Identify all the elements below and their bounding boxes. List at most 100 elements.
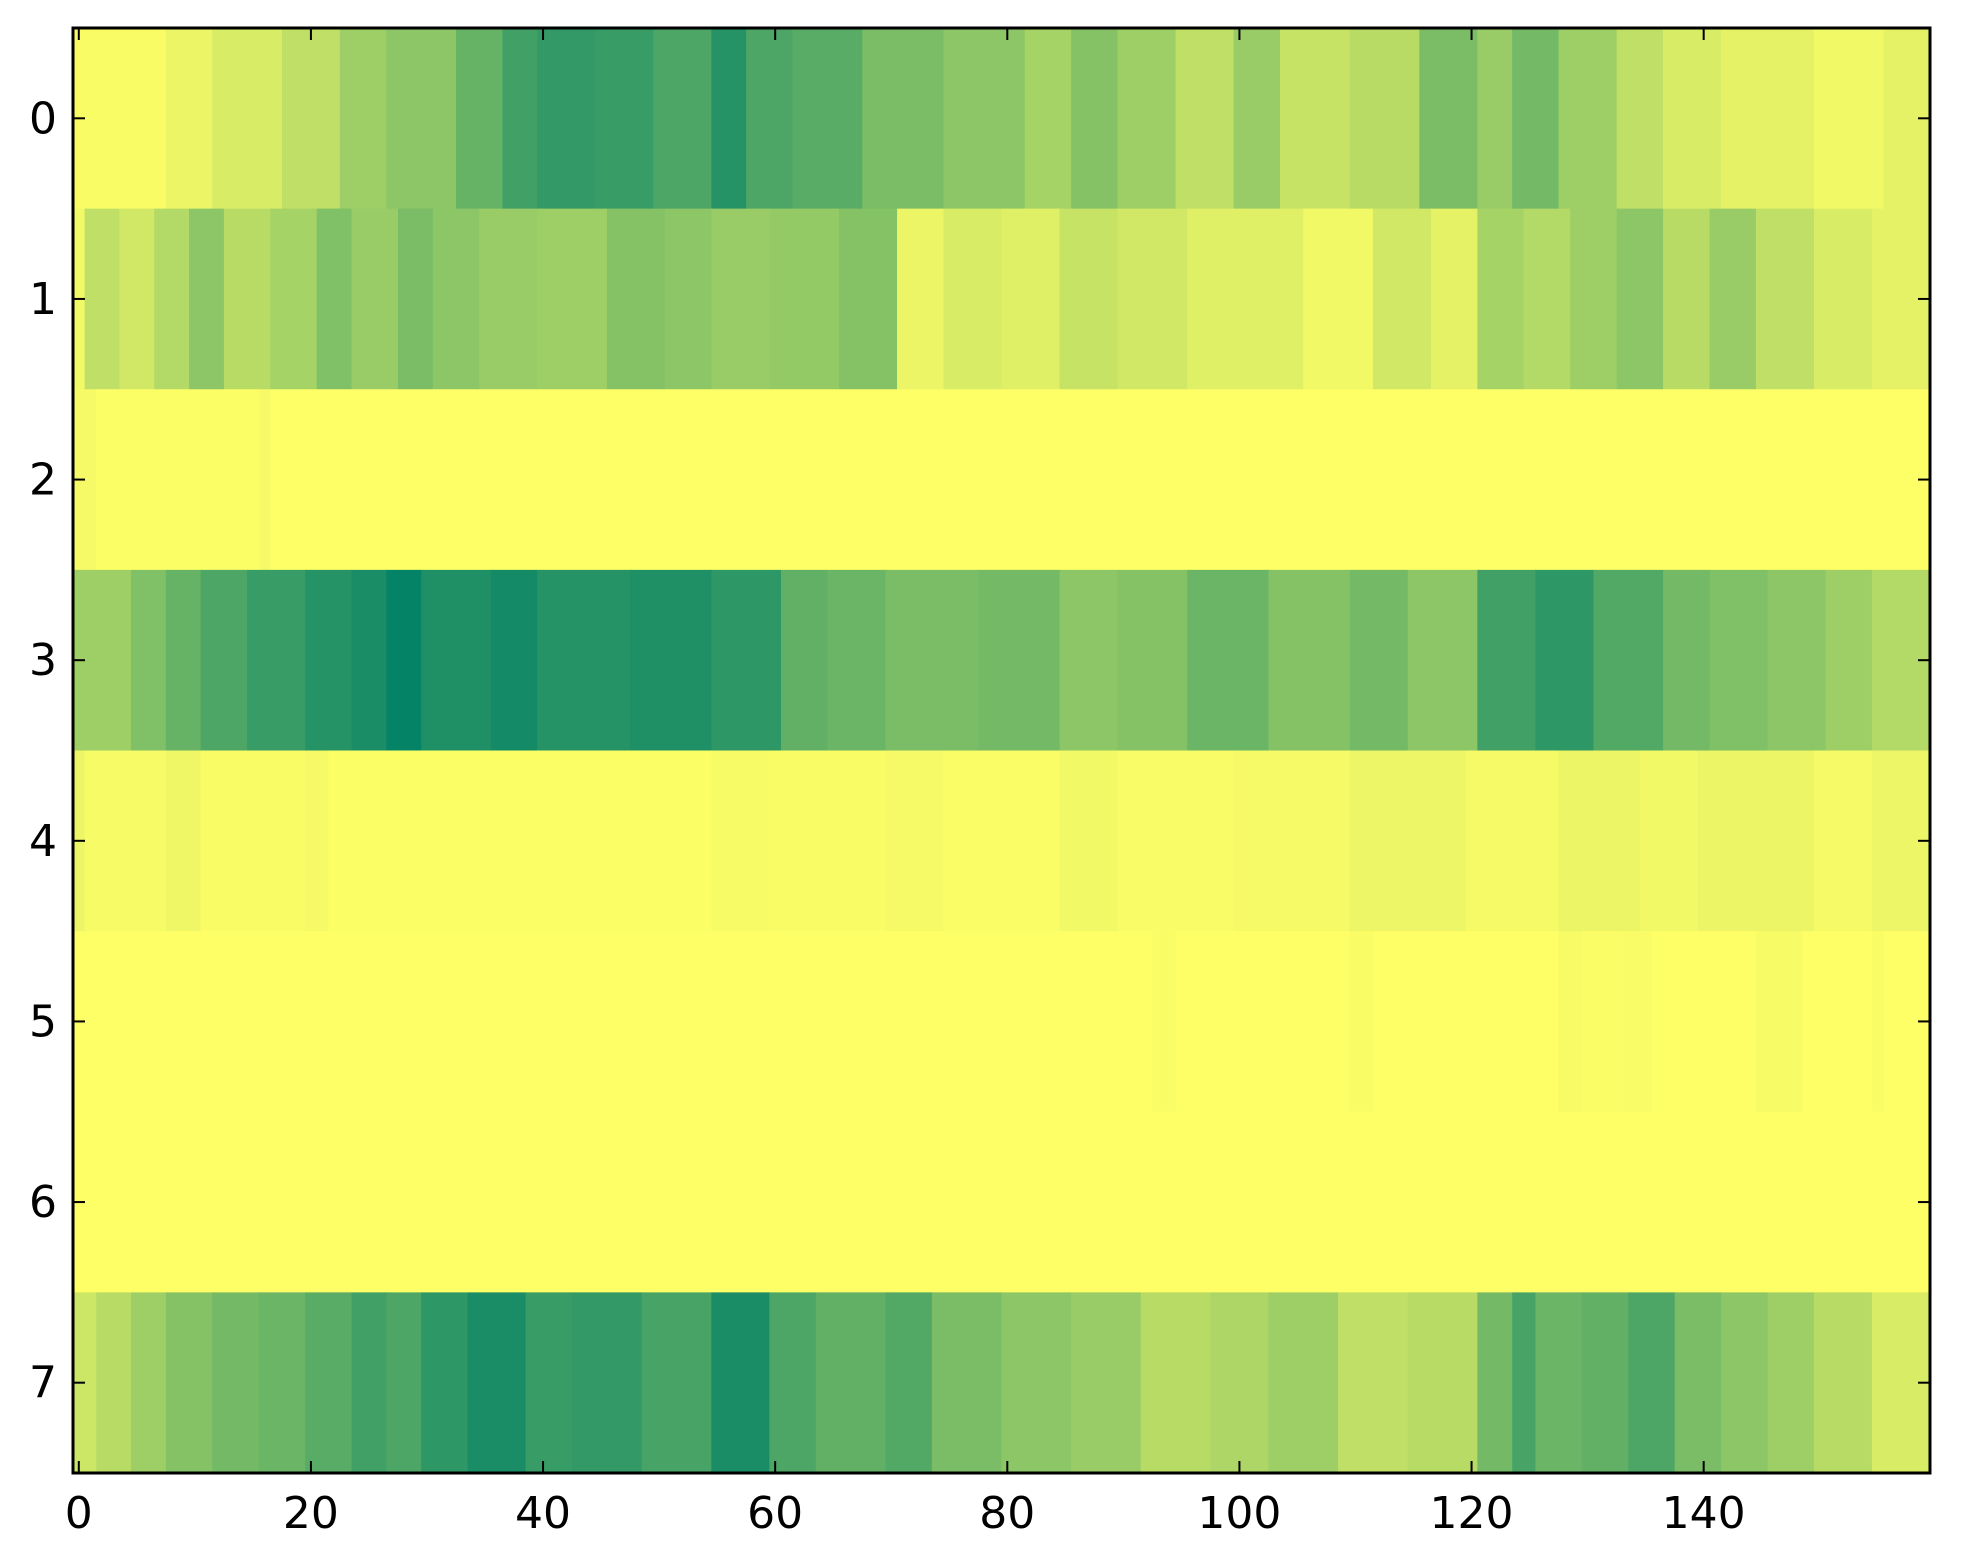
heatmap-cell-row-5-col-130 — [1581, 931, 1618, 1113]
heatmap-cell-row-0-col-45 — [595, 28, 654, 210]
y-axis-tick-labels: 0 1 2 3 4 5 6 7 — [29, 93, 57, 1408]
heatmap-cell-row-3-col-15 — [247, 569, 306, 752]
heatmap-cell-row-7-col-5 — [131, 1292, 167, 1474]
y-tick-label-3: 3 — [29, 635, 57, 686]
y-tick-label-7: 7 — [29, 1358, 57, 1409]
heatmap-cell-row-0-col-0 — [73, 28, 167, 210]
heatmap-cell-row-3-col-141 — [1709, 569, 1769, 752]
heatmap-cell-row-1-col-75 — [943, 208, 1003, 390]
heatmap-cell-row-3-col-110 — [1349, 569, 1409, 752]
heatmap-cell-row-7-col-64 — [815, 1292, 887, 1474]
heatmap-cell-row-4-col-75 — [943, 750, 1061, 932]
heatmap-cell-row-3-col-90 — [1117, 569, 1188, 752]
y-tick-label-0: 0 — [29, 93, 57, 144]
heatmap-cell-row-4-col-55 — [711, 750, 770, 932]
x-tick-label-120: 120 — [1430, 1488, 1514, 1539]
heatmap-cell-row-3-col-65 — [827, 569, 887, 752]
heatmap-cell-row-1-col-145 — [1755, 208, 1815, 390]
heatmap-cell-row-0-col-95 — [1175, 28, 1235, 210]
heatmap-cell-row-7-col-124 — [1512, 1292, 1536, 1474]
y-tick-label-5: 5 — [29, 996, 57, 1047]
heatmap-cells — [73, 28, 1931, 1474]
heatmap-cell-row-1-col-7 — [154, 208, 190, 390]
heatmap-cell-row-7-col-138 — [1674, 1292, 1722, 1474]
heatmap-cell-row-5-col-0 — [73, 931, 1153, 1113]
heatmap-cell-row-3-col-103 — [1268, 569, 1351, 752]
heatmap-cell-row-1-col-46 — [606, 208, 666, 390]
x-tick-label-40: 40 — [515, 1488, 571, 1539]
heatmap-cell-row-2-col-2 — [96, 389, 260, 571]
heatmap-cell-row-0-col-128 — [1558, 28, 1618, 210]
heatmap-cell-row-1-col-51 — [664, 208, 712, 390]
heatmap-cell-row-4-col-135 — [1639, 750, 1699, 932]
heatmap-cell-row-3-col-137 — [1663, 569, 1711, 752]
heatmap-cell-row-4-col-100 — [1233, 750, 1351, 932]
heatmap-cell-row-0-col-116 — [1419, 28, 1478, 210]
heatmap-cell-row-7-col-92 — [1140, 1292, 1212, 1474]
heatmap-cell-row-7-col-109 — [1338, 1292, 1409, 1474]
heatmap-cell-row-6-col-0 — [73, 1111, 1931, 1293]
heatmap-cell-row-4-col-11 — [200, 750, 306, 932]
heatmap-cell-row-7-col-20 — [305, 1292, 353, 1474]
heatmap-cell-row-1-col-24 — [351, 208, 399, 390]
x-tick-label-140: 140 — [1662, 1488, 1746, 1539]
heatmap-cell-row-7-col-12 — [212, 1292, 260, 1474]
heatmap-cell-row-7-col-80 — [1001, 1292, 1072, 1474]
heatmap-cell-row-4-col-1 — [84, 750, 167, 932]
heatmap-cell-row-1-col-121 — [1477, 208, 1525, 390]
heatmap-cell-row-3-col-115 — [1407, 569, 1478, 752]
heatmap-cell-row-0-col-133 — [1616, 28, 1664, 210]
heatmap-cell-row-0-col-110 — [1349, 28, 1420, 210]
y-tick-label-4: 4 — [29, 816, 57, 867]
heatmap-cell-row-0-col-124 — [1512, 28, 1560, 210]
heatmap-cell-row-0-col-121 — [1477, 28, 1513, 210]
heatmap-cell-row-0-col-90 — [1117, 28, 1177, 210]
heatmap-cell-row-0-col-137 — [1663, 28, 1722, 210]
heatmap-cell-row-7-col-30 — [421, 1292, 469, 1474]
heatmap-cell-row-0-col-100 — [1233, 28, 1281, 210]
heatmap-cell-row-2-col-16 — [258, 389, 271, 571]
heatmap-cell-row-0-col-50 — [653, 28, 712, 210]
heatmap-cell-row-3-col-48 — [630, 569, 712, 752]
x-tick-label-60: 60 — [747, 1488, 803, 1539]
heatmap-cell-row-0-col-82 — [1024, 28, 1072, 210]
heatmap-cell-row-5-col-145 — [1755, 931, 1803, 1113]
heatmap-cell-row-7-col-8 — [165, 1292, 213, 1474]
heatmap-cell-row-3-col-61 — [780, 569, 829, 752]
heatmap-cell-row-3-col-8 — [165, 569, 202, 752]
heatmap-cell-row-5-col-128 — [1558, 931, 1583, 1113]
heatmap-cell-row-4-col-128 — [1558, 750, 1641, 932]
plot-frame — [71, 26, 1932, 1475]
heatmap-cell-row-3-col-85 — [1059, 569, 1119, 752]
heatmap-cell-row-7-col-34 — [467, 1292, 527, 1474]
heatmap-cell-row-7-col-142 — [1721, 1292, 1769, 1474]
heatmap-cell-row-1-col-80 — [1001, 208, 1061, 390]
heatmap-cell-row-4-col-150 — [1813, 750, 1873, 932]
heatmap-cell-row-7-col-130 — [1581, 1292, 1629, 1474]
heatmap-cell-row-1-col-35 — [479, 208, 538, 390]
heatmap-cell-row-0-col-62 — [792, 28, 863, 210]
heatmap-cell-row-1-col-117 — [1430, 208, 1478, 390]
heatmap-cell-row-7-col-86 — [1071, 1292, 1142, 1474]
heatmap-cell-row-1-col-28 — [397, 208, 434, 390]
heatmap-cell-row-0-col-68 — [862, 28, 945, 210]
heatmap-cell-row-0-col-40 — [537, 28, 596, 210]
heatmap-cell-row-1-col-85 — [1059, 208, 1119, 390]
heatmap-cell-row-7-col-43 — [572, 1292, 643, 1474]
axis-ticks — [73, 28, 1930, 1473]
heatmap-cell-row-7-col-150 — [1813, 1292, 1873, 1474]
heatmap-cell-row-1-col-31 — [432, 208, 480, 390]
heatmap-cell-row-1-col-125 — [1523, 208, 1571, 390]
heatmap-cell-row-0-col-55 — [711, 28, 747, 210]
heatmap-cell-row-0-col-33 — [456, 28, 504, 210]
heatmap-cell-row-7-col-134 — [1628, 1292, 1676, 1474]
heatmap-cell-row-5-col-133 — [1616, 931, 1653, 1113]
heatmap-cell-row-3-col-5 — [131, 569, 167, 752]
heatmap-cell-row-7-col-115 — [1407, 1292, 1478, 1474]
heatmap-cell-row-0-col-23 — [339, 28, 387, 210]
heatmap-cell-row-1-col-90 — [1117, 208, 1188, 390]
heatmap-cell-row-1-col-55 — [711, 208, 770, 390]
heatmap-cell-row-1-col-141 — [1709, 208, 1757, 390]
heatmap-cell-row-1-col-10 — [189, 208, 225, 390]
x-tick-label-100: 100 — [1197, 1488, 1281, 1539]
